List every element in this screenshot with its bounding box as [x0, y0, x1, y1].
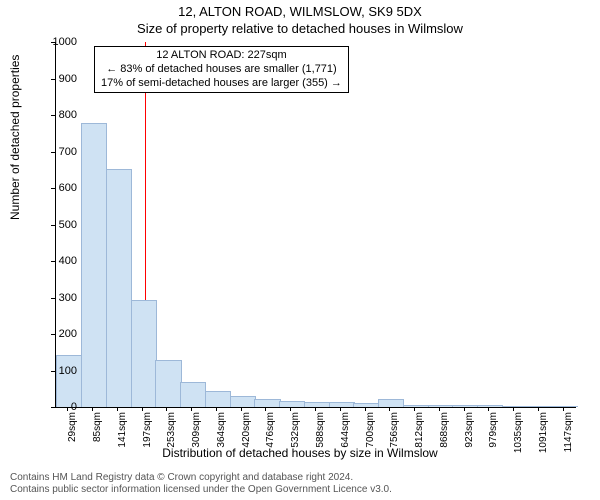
annotation-line1: 12 ALTON ROAD: 227sqm [101, 49, 342, 63]
y-tick-mark [51, 261, 55, 262]
x-tick-mark [117, 407, 118, 411]
y-tick-mark [51, 407, 55, 408]
x-tick-mark [538, 407, 539, 411]
x-tick-mark [290, 407, 291, 411]
annotation-box: 12 ALTON ROAD: 227sqm ← 83% of detached … [94, 46, 349, 93]
plot-area: 12 ALTON ROAD: 227sqm ← 83% of detached … [55, 42, 576, 408]
histogram-bar [279, 401, 305, 407]
x-tick-label: 644sqm [340, 412, 351, 462]
footer: Contains HM Land Registry data © Crown c… [10, 472, 392, 496]
x-tick-label: 1035sqm [513, 412, 524, 462]
histogram-bar [477, 405, 503, 407]
x-tick-mark [439, 407, 440, 411]
histogram-bar [502, 406, 528, 407]
x-tick-label: 923sqm [464, 412, 475, 462]
footer-line2: Contains public sector information licen… [10, 484, 392, 496]
x-tick-label: 979sqm [488, 412, 499, 462]
x-tick-mark [216, 407, 217, 411]
histogram-bar [230, 396, 256, 407]
x-tick-label: 364sqm [216, 412, 227, 462]
x-tick-mark [488, 407, 489, 411]
x-tick-mark [191, 407, 192, 411]
x-tick-label: 253sqm [166, 412, 177, 462]
x-tick-mark [340, 407, 341, 411]
x-tick-mark [464, 407, 465, 411]
title-address: 12, ALTON ROAD, WILMSLOW, SK9 5DX [0, 0, 600, 19]
x-tick-mark [389, 407, 390, 411]
histogram-bar [155, 360, 181, 407]
chart-container: 12, ALTON ROAD, WILMSLOW, SK9 5DX Size o… [0, 0, 600, 500]
histogram-bar [106, 169, 132, 407]
x-tick-mark [513, 407, 514, 411]
histogram-bar [205, 391, 231, 407]
y-tick-mark [51, 42, 55, 43]
x-tick-mark [365, 407, 366, 411]
histogram-bar [254, 399, 280, 407]
y-tick-mark [51, 334, 55, 335]
title-subtitle: Size of property relative to detached ho… [0, 19, 600, 36]
histogram-bar [131, 300, 157, 407]
x-tick-label: 868sqm [439, 412, 450, 462]
y-tick-mark [51, 225, 55, 226]
histogram-bar [551, 406, 577, 407]
y-tick-mark [51, 298, 55, 299]
x-tick-mark [265, 407, 266, 411]
x-tick-label: 588sqm [315, 412, 326, 462]
x-tick-mark [92, 407, 93, 411]
x-tick-mark [414, 407, 415, 411]
x-tick-label: 420sqm [241, 412, 252, 462]
y-tick-mark [51, 152, 55, 153]
x-tick-label: 756sqm [389, 412, 400, 462]
x-tick-label: 197sqm [142, 412, 153, 462]
x-tick-mark [142, 407, 143, 411]
annotation-line3: 17% of semi-detached houses are larger (… [101, 77, 342, 91]
footer-line1: Contains HM Land Registry data © Crown c… [10, 472, 392, 484]
x-tick-mark [315, 407, 316, 411]
x-tick-label: 812sqm [414, 412, 425, 462]
x-tick-label: 141sqm [117, 412, 128, 462]
histogram-bar [56, 355, 82, 407]
histogram-bar [403, 405, 429, 407]
x-tick-label: 85sqm [92, 412, 103, 462]
x-tick-mark [67, 407, 68, 411]
y-tick-mark [51, 188, 55, 189]
histogram-bar [81, 123, 107, 407]
annotation-line2: ← 83% of detached houses are smaller (1,… [101, 63, 342, 77]
y-tick-mark [51, 79, 55, 80]
histogram-bar [304, 402, 330, 407]
histogram-bar [353, 403, 379, 407]
histogram-bar [378, 399, 404, 407]
y-axis-label: Number of detached properties [8, 55, 22, 220]
y-tick-mark [51, 371, 55, 372]
x-tick-label: 309sqm [191, 412, 202, 462]
x-tick-label: 29sqm [67, 412, 78, 462]
y-tick-mark [51, 115, 55, 116]
histogram-bar [527, 406, 553, 407]
histogram-bar [180, 382, 206, 407]
x-tick-mark [563, 407, 564, 411]
x-tick-label: 1091sqm [538, 412, 549, 462]
histogram-bar [329, 402, 355, 407]
x-tick-mark [241, 407, 242, 411]
x-tick-label: 1147sqm [563, 412, 574, 462]
histogram-bar [452, 405, 478, 407]
x-tick-label: 476sqm [265, 412, 276, 462]
histogram-bar [428, 405, 454, 407]
x-tick-mark [166, 407, 167, 411]
x-tick-label: 532sqm [290, 412, 301, 462]
x-tick-label: 700sqm [365, 412, 376, 462]
